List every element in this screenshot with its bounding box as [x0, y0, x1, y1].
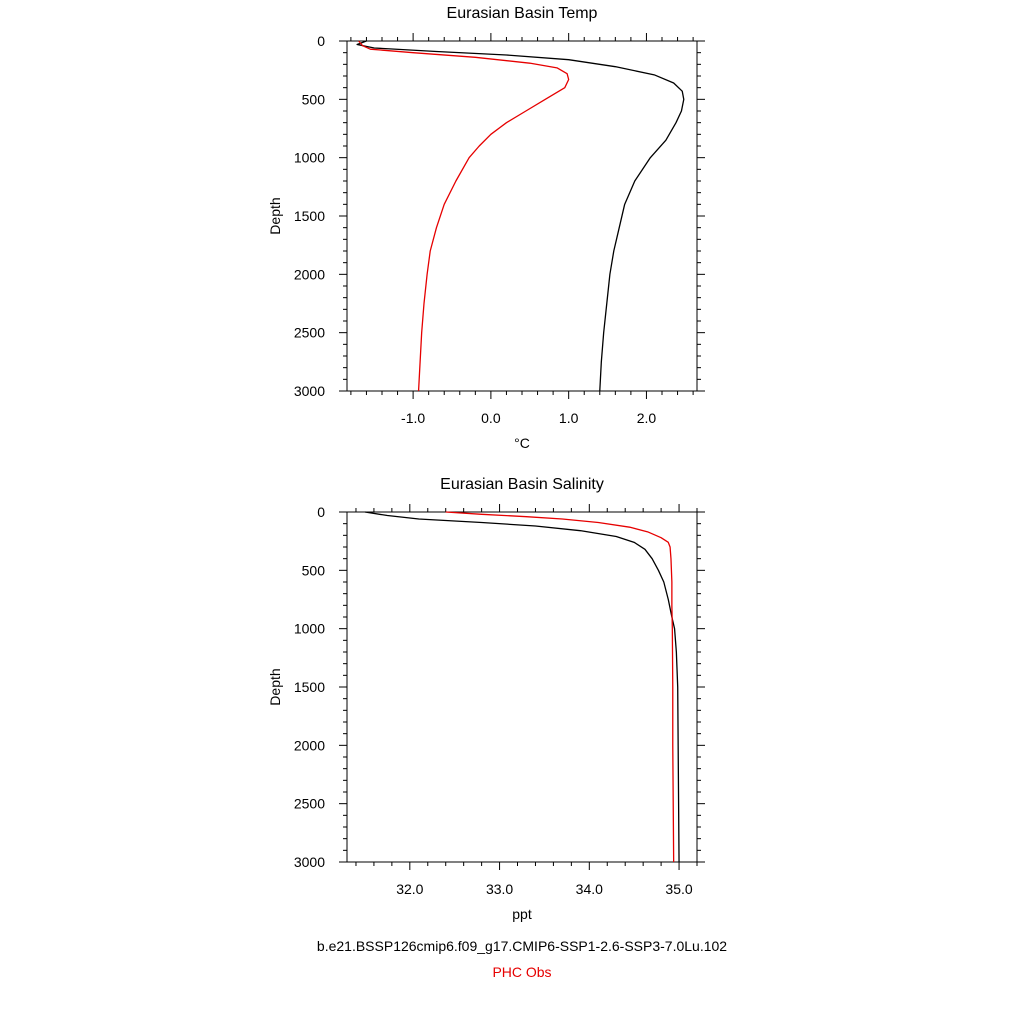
x-axis-label: ppt — [512, 906, 532, 922]
obs-profile-line — [358, 40, 570, 392]
x-tick-label: 33.0 — [486, 881, 513, 897]
obs-profile-line — [445, 511, 675, 863]
y-tick-label: 3000 — [294, 383, 325, 399]
x-tick-label: 32.0 — [396, 881, 423, 897]
y-axis-label: Depth — [267, 197, 283, 234]
plot-frame — [346, 40, 698, 392]
y-tick-label: 500 — [302, 91, 326, 107]
x-tick-label: -1.0 — [401, 410, 425, 426]
model-run-caption: b.e21.BSSP126cmip6.f09_g17.CMIP6-SSP1-2.… — [317, 938, 727, 954]
y-tick-label: 1000 — [294, 621, 325, 637]
temperature-panel: Eurasian Basin Temp -1.0 0.0 1.0 2.0 0 500 1000… — [267, 5, 705, 451]
x-axis-label: °C — [514, 435, 530, 451]
y-tick-label: 500 — [302, 562, 326, 578]
y-tick-label: 3000 — [294, 854, 325, 870]
model-profile-line — [356, 40, 685, 392]
chart-title: Eurasian Basin Salinity — [440, 476, 604, 493]
y-tick-label: 1000 — [294, 150, 325, 166]
x-tick-label: 2.0 — [637, 410, 657, 426]
obs-caption: PHC Obs — [492, 964, 551, 980]
y-tick-label: 2000 — [294, 266, 325, 282]
model-profile-line — [364, 511, 680, 863]
salinity-panel: Eurasian Basin Salinity 32.0 33.0 34.0 35.0 0… — [267, 476, 705, 922]
y-tick-label: 2500 — [294, 796, 325, 812]
y-tick-label: 1500 — [294, 679, 325, 695]
y-tick-label: 0 — [317, 504, 325, 520]
y-tick-label: 0 — [317, 33, 325, 49]
x-tick-label: 0.0 — [481, 410, 501, 426]
x-tick-label: 34.0 — [576, 881, 603, 897]
y-tick-label: 1500 — [294, 208, 325, 224]
plot-frame — [346, 511, 698, 863]
y-tick-label: 2000 — [294, 737, 325, 753]
x-tick-label: 1.0 — [559, 410, 579, 426]
chart-title: Eurasian Basin Temp — [447, 5, 598, 22]
x-tick-label: 35.0 — [665, 881, 692, 897]
y-axis-label: Depth — [267, 668, 283, 705]
y-tick-label: 2500 — [294, 325, 325, 341]
